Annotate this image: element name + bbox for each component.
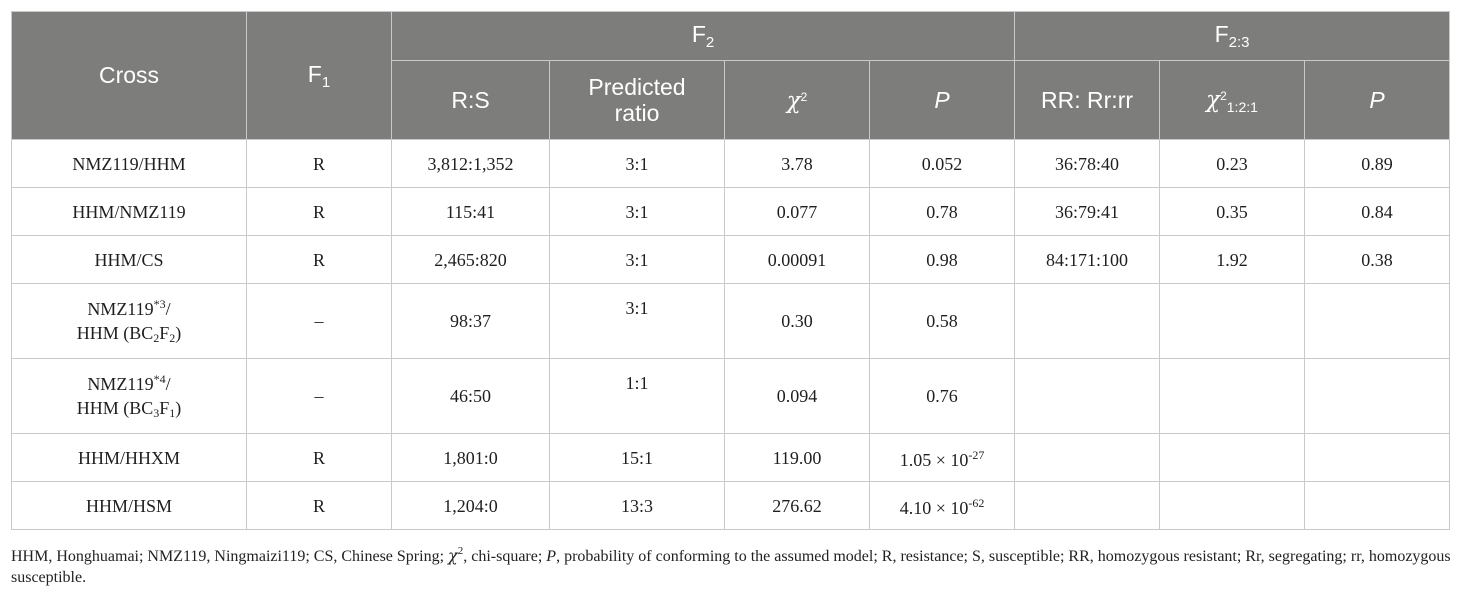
cell-f1: R	[246, 235, 392, 284]
header-rr-ratio: RR: Rr:rr	[1014, 60, 1161, 140]
cell-p: 0.58	[868, 283, 1016, 359]
header-rs: R:S	[391, 60, 550, 140]
cell-chi: 0.00091	[724, 235, 870, 284]
cell-f1: R	[246, 139, 392, 188]
cell-cross: NMZ119*3/HHM (BC2F2)	[11, 283, 247, 359]
cell-cross: HHM/CS	[11, 235, 247, 284]
cell-cross: HHM/HHXM	[11, 433, 247, 482]
header-f1: F1	[246, 11, 392, 140]
cell-f1: R	[246, 433, 392, 482]
cell-ratio: 3:1	[549, 283, 725, 359]
cell-rr: 84:171:100	[1014, 235, 1161, 284]
cell-p: 0.98	[868, 235, 1016, 284]
cell-p: 0.052	[868, 139, 1016, 188]
cell-p: 0.76	[868, 358, 1016, 434]
cell-chi121	[1159, 283, 1306, 359]
header-chi-square-121: χ21:2:1	[1159, 60, 1306, 140]
table-row: HHM/HHXM R 1,801:0 15:1 119.00 1.05 × 10…	[11, 433, 1451, 482]
cell-p2	[1304, 481, 1451, 530]
cell-p: 0.78	[868, 187, 1016, 236]
table-row: HHM/NMZ119 R 115:41 3:1 0.077 0.78 36:79…	[11, 187, 1451, 236]
table-row: NMZ119/HHM R 3,812:1,352 3:1 3.78 0.052 …	[11, 139, 1451, 188]
cell-chi: 0.094	[724, 358, 870, 434]
cell-chi121	[1159, 358, 1306, 434]
cell-chi121: 0.35	[1159, 187, 1306, 236]
cell-rr	[1014, 481, 1161, 530]
cell-p2: 0.89	[1304, 139, 1451, 188]
cell-p2: 0.84	[1304, 187, 1451, 236]
cell-f1: R	[246, 187, 392, 236]
cell-rr	[1014, 283, 1161, 359]
cell-chi: 276.62	[724, 481, 870, 530]
cell-cross: NMZ119*4/HHM (BC3F1)	[11, 358, 247, 434]
table-footnote: HHM, Honghuamai; NMZ119, Ningmaizi119; C…	[11, 545, 1451, 586]
cell-p2: 0.38	[1304, 235, 1451, 284]
cell-p2	[1304, 433, 1451, 482]
table-row: NMZ119*4/HHM (BC3F1) – 46:50 1:1 0.094 0…	[11, 358, 1451, 434]
cell-cross: HHM/NMZ119	[11, 187, 247, 236]
cell-p2	[1304, 283, 1451, 359]
cell-f1: –	[246, 283, 392, 359]
cell-rs: 1,801:0	[391, 433, 550, 482]
cell-chi121	[1159, 433, 1306, 482]
table-row: HHM/HSM R 1,204:0 13:3 276.62 4.10 × 10-…	[11, 481, 1451, 530]
cell-rs: 2,465:820	[391, 235, 550, 284]
cell-f1: –	[246, 358, 392, 434]
cell-chi: 3.78	[724, 139, 870, 188]
cell-cross: NMZ119/HHM	[11, 139, 247, 188]
cell-chi121: 0.23	[1159, 139, 1306, 188]
segregation-table: Cross F1 F2 F2:3 R:S Predicted ratio χ2 P…	[11, 11, 1451, 530]
cell-ratio: 3:1	[549, 235, 725, 284]
results-table-container: Cross F1 F2 F2:3 R:S Predicted ratio χ2 P…	[11, 11, 1451, 530]
cell-p: 4.10 × 10-62	[868, 481, 1016, 530]
header-chi-square: χ2	[724, 60, 870, 140]
cell-ratio: 15:1	[549, 433, 725, 482]
cell-p: 1.05 × 10-27	[868, 433, 1016, 482]
cell-rs: 1,204:0	[391, 481, 550, 530]
cell-ratio: 3:1	[549, 187, 725, 236]
header-predicted-ratio: Predicted ratio	[549, 60, 725, 140]
cell-f1: R	[246, 481, 392, 530]
header-p2: P	[1304, 60, 1451, 140]
cell-chi121	[1159, 481, 1306, 530]
cell-chi121: 1.92	[1159, 235, 1306, 284]
cell-rs: 98:37	[391, 283, 550, 359]
cell-rr	[1014, 358, 1161, 434]
header-p: P	[868, 60, 1016, 140]
cell-ratio: 3:1	[549, 139, 725, 188]
cell-rs: 3,812:1,352	[391, 139, 550, 188]
cell-ratio: 1:1	[549, 358, 725, 434]
table-row: HHM/CS R 2,465:820 3:1 0.00091 0.98 84:1…	[11, 235, 1451, 284]
table-row: NMZ119*3/HHM (BC2F2) – 98:37 3:1 0.30 0.…	[11, 283, 1451, 359]
cell-rs: 46:50	[391, 358, 550, 434]
cell-rr: 36:79:41	[1014, 187, 1161, 236]
cell-chi: 0.077	[724, 187, 870, 236]
cell-chi: 0.30	[724, 283, 870, 359]
header-f23: F2:3	[1014, 11, 1451, 61]
header-cross: Cross	[11, 11, 247, 140]
cell-p2	[1304, 358, 1451, 434]
cell-rr: 36:78:40	[1014, 139, 1161, 188]
cell-rs: 115:41	[391, 187, 550, 236]
cell-cross: HHM/HSM	[11, 481, 247, 530]
cell-chi: 119.00	[724, 433, 870, 482]
header-f2: F2	[390, 11, 1016, 61]
cell-rr	[1014, 433, 1161, 482]
cell-ratio: 13:3	[549, 481, 725, 530]
